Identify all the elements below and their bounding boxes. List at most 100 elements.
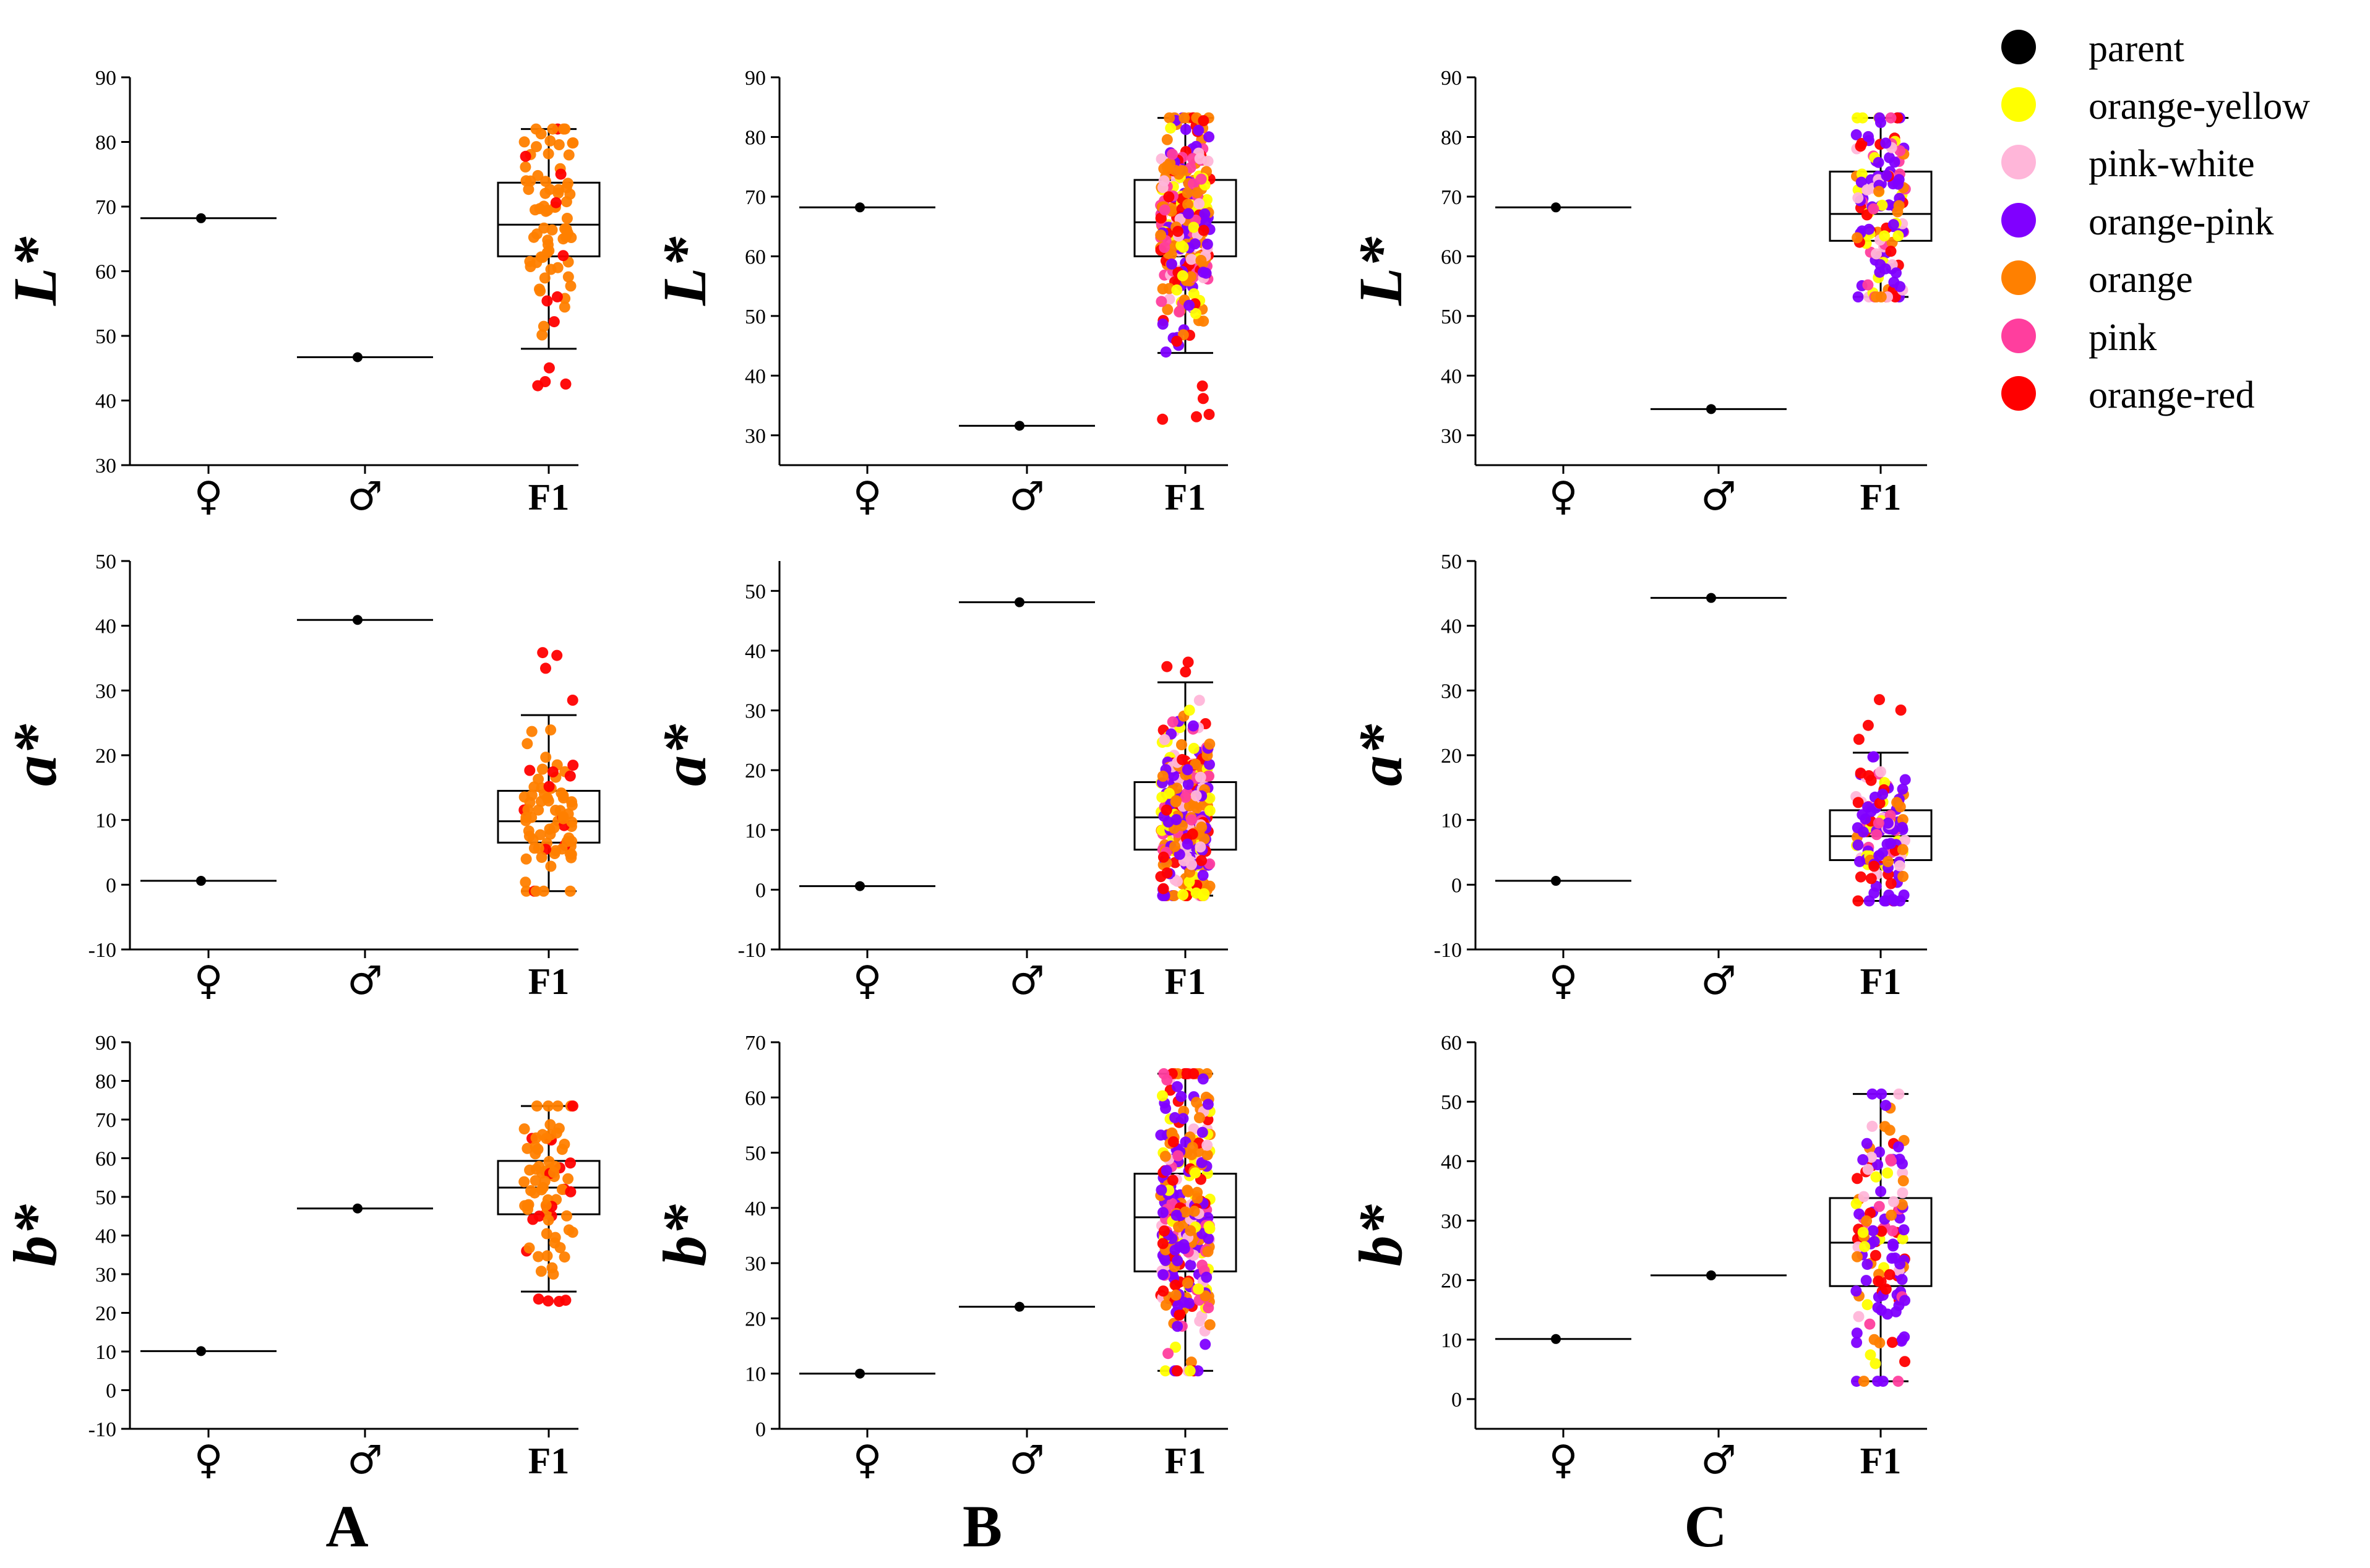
f1-point <box>1186 1149 1198 1160</box>
x-tick-label-male: ♂ <box>1009 958 1044 1004</box>
f1-point <box>1182 779 1194 790</box>
f1-point <box>539 272 551 284</box>
f1-point <box>525 1185 537 1196</box>
f1-point <box>1161 1165 1172 1176</box>
f1-point <box>1861 1215 1873 1227</box>
f1-point <box>1850 1198 1862 1210</box>
legend-item-orange: orange <box>2001 259 2193 301</box>
f1-point <box>1888 276 1900 288</box>
f1-point <box>1879 263 1891 275</box>
f1-point <box>1868 887 1880 899</box>
f1-point <box>1897 844 1908 855</box>
male-parent-point <box>1015 421 1024 431</box>
f1-point <box>1193 1112 1205 1124</box>
column-label-b: B <box>963 1493 1002 1559</box>
f1-point <box>535 251 547 263</box>
f1-point <box>1893 1088 1905 1100</box>
f1-point <box>1873 817 1884 829</box>
legend-item-orange-yellow: orange-yellow <box>2001 85 2310 127</box>
f1-point <box>1858 1191 1870 1202</box>
y-tick-label: 90 <box>745 67 766 90</box>
y-tick-label: 80 <box>95 132 116 155</box>
f1-point <box>1886 1155 1897 1167</box>
f1-point <box>1196 1126 1208 1138</box>
f1-point <box>1192 1365 1204 1377</box>
f1-point <box>561 213 573 224</box>
f1-point <box>1885 246 1897 257</box>
f1-point <box>1197 870 1209 881</box>
y-axis-label: L* <box>1 236 69 306</box>
f1-point <box>1862 719 1874 731</box>
f1-point <box>1202 1246 1214 1257</box>
x-tick-label-female: ♀ <box>194 1437 223 1483</box>
y-tick-label: 40 <box>1441 615 1462 638</box>
f1-point <box>1157 413 1169 425</box>
y-tick-label: 60 <box>95 261 116 284</box>
f1-point <box>1185 254 1197 265</box>
f1-point <box>1860 813 1871 825</box>
f1-point <box>560 223 572 235</box>
f1-point <box>1856 168 1868 180</box>
f1-point <box>1855 176 1867 188</box>
f1-point <box>1868 1334 1880 1345</box>
x-tick-label-male: ♂ <box>1009 474 1044 520</box>
y-tick-label: 60 <box>1441 246 1462 268</box>
x-tick-label-f1: F1 <box>528 477 570 518</box>
f1-point <box>1203 770 1215 782</box>
f1-point <box>543 1100 554 1112</box>
f1-point <box>1892 206 1904 218</box>
f1-point <box>1852 112 1863 124</box>
f1-point <box>557 790 569 802</box>
f1-point <box>1180 666 1191 678</box>
f1-point <box>1168 890 1180 901</box>
f1-point <box>1161 867 1173 879</box>
f1-point <box>1167 716 1179 728</box>
f1-point <box>1871 248 1882 260</box>
f1-point <box>553 1123 565 1134</box>
y-tick-label: 20 <box>1441 1270 1462 1293</box>
f1-point <box>1201 1271 1213 1283</box>
f1-point <box>531 1100 543 1112</box>
panel-a-b: -10 0 10 20 30 40 50 60 70 80 90 ♀ ♂ F1 b* <box>1 1032 601 1483</box>
f1-point <box>1188 221 1200 233</box>
f1-point <box>1167 148 1179 160</box>
y-tick-label: 10 <box>1441 810 1462 833</box>
legend-item-pink-white: pink-white <box>2001 143 2255 185</box>
f1-point <box>526 789 538 801</box>
f1-point <box>1892 1141 1904 1153</box>
male-parent-point <box>353 352 363 362</box>
f1-point <box>1180 1206 1191 1218</box>
x-tick-label-f1: F1 <box>1165 477 1206 518</box>
f1-point <box>1172 1321 1183 1332</box>
y-tick-label: 50 <box>95 551 116 573</box>
f1-point <box>1885 878 1897 889</box>
f1-point <box>522 803 534 815</box>
f1-point <box>1872 1159 1884 1170</box>
f1-point <box>1170 1279 1182 1291</box>
f1-point <box>1871 829 1883 841</box>
f1-point <box>1170 814 1182 826</box>
f1-point <box>1157 770 1169 782</box>
f1-point <box>531 228 543 240</box>
panel-b-l: 30 40 50 60 70 80 90 ♀ ♂ F1 L* <box>650 67 1237 520</box>
x-tick-label-f1: F1 <box>528 1441 570 1481</box>
y-tick-label: -10 <box>1434 939 1462 962</box>
legend-label-orange-pink: orange-pink <box>2089 201 2274 243</box>
f1-point <box>1156 296 1167 307</box>
f1-point <box>540 176 551 187</box>
legend: parent orange-yellow pink-white orange-p… <box>2001 28 2310 416</box>
f1-point <box>1898 889 1910 901</box>
f1-point <box>1899 774 1911 786</box>
f1-point <box>551 649 563 661</box>
f1-point <box>1874 797 1886 809</box>
f1-point <box>543 781 555 792</box>
f1-point <box>523 830 535 842</box>
x-tick-label-female: ♀ <box>1549 958 1578 1004</box>
f1-point <box>554 1242 566 1254</box>
f1-point <box>533 773 544 785</box>
f1-point <box>545 860 557 872</box>
f1-point <box>1863 223 1875 235</box>
f1-point <box>543 1214 554 1226</box>
f1-point <box>1157 319 1169 330</box>
f1-point <box>1889 156 1900 168</box>
